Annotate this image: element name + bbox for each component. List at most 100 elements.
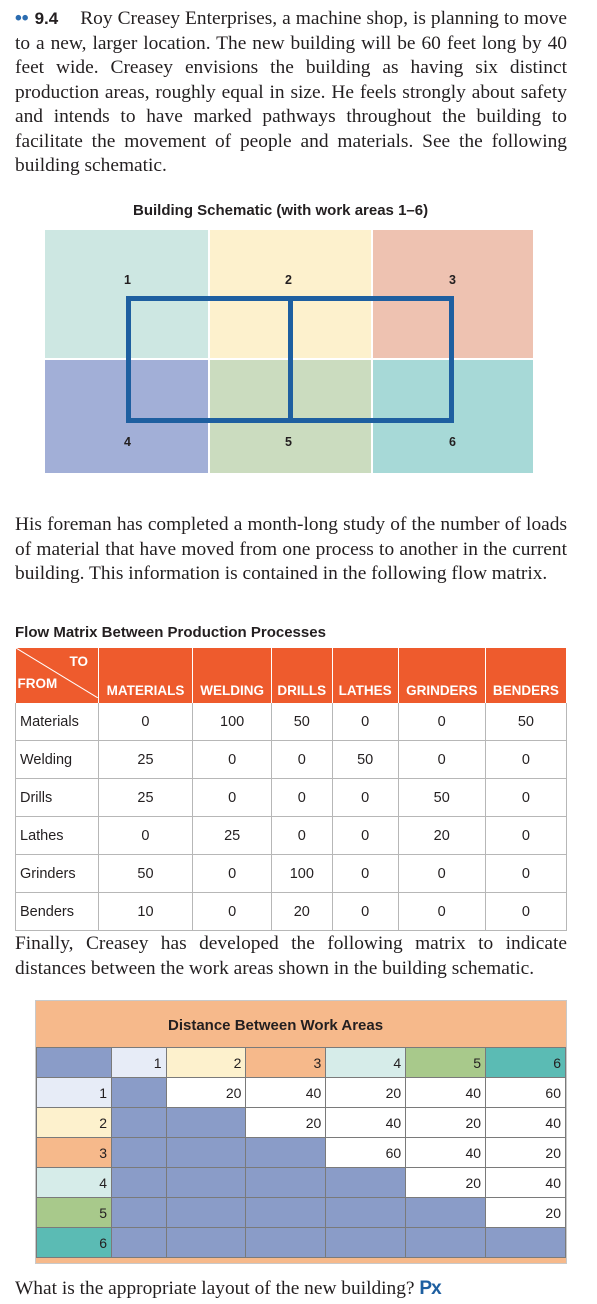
row-header: Grinders xyxy=(15,854,99,893)
distance-cell xyxy=(165,1197,247,1228)
flow-cell: 0 xyxy=(485,740,568,779)
table-row: 3 60 40 20 xyxy=(36,1137,566,1168)
from-label: FROM xyxy=(17,676,58,691)
distance-cell xyxy=(245,1137,327,1168)
table-row: 4 20 40 xyxy=(36,1167,566,1198)
table-row: Drills 25 0 0 0 50 0 xyxy=(15,778,568,817)
row-header: 4 xyxy=(36,1167,112,1198)
distance-paragraph: Finally, Creasey has developed the follo… xyxy=(15,933,567,979)
distance-cell xyxy=(111,1167,167,1198)
distance-cell xyxy=(165,1227,247,1258)
table-row: Welding 25 0 0 50 0 0 xyxy=(15,740,568,779)
problem-text: Roy Creasey Enterprises, a machine shop,… xyxy=(15,8,567,176)
distance-cell: 20 xyxy=(245,1107,327,1138)
flow-cell: 25 xyxy=(192,816,272,855)
flow-cell: 50 xyxy=(398,778,486,817)
distance-cell xyxy=(111,1077,167,1108)
flow-cell: 0 xyxy=(398,740,486,779)
distance-matrix-caption: Distance Between Work Areas xyxy=(168,1017,384,1034)
table-row: 1 20 40 20 40 60 xyxy=(36,1077,566,1108)
distance-cell xyxy=(165,1167,247,1198)
column-header: 4 xyxy=(325,1047,407,1078)
flow-cell: 50 xyxy=(485,703,568,741)
area-label: 5 xyxy=(285,435,292,449)
area-label: 6 xyxy=(449,435,456,449)
flow-cell: 100 xyxy=(271,854,333,893)
distance-cell: 20 xyxy=(485,1197,566,1228)
distance-cell: 20 xyxy=(165,1077,247,1108)
row-header: Benders xyxy=(15,892,99,931)
flow-cell: 20 xyxy=(271,892,333,931)
question: What is the appropriate layout of the ne… xyxy=(15,1277,442,1302)
column-header: 1 xyxy=(111,1047,167,1078)
flow-cell: 0 xyxy=(332,816,399,855)
flow-cell: 0 xyxy=(332,778,399,817)
distance-cell xyxy=(405,1227,487,1258)
flow-cell: 0 xyxy=(485,778,568,817)
building-schematic: 1 2 3 4 5 6 xyxy=(44,229,534,474)
flow-cell: 0 xyxy=(271,816,333,855)
column-header: WELDING xyxy=(192,648,272,703)
to-label: TO xyxy=(69,654,89,669)
distance-cell: 20 xyxy=(405,1167,487,1198)
flow-cell: 0 xyxy=(332,854,399,893)
distance-cell xyxy=(325,1197,407,1228)
distance-cell xyxy=(405,1197,487,1228)
distance-cell xyxy=(245,1167,327,1198)
column-header: 5 xyxy=(405,1047,487,1078)
flow-cell: 0 xyxy=(398,854,486,893)
flow-matrix: TO FROM MATERIALS WELDING DRILLS LATHES … xyxy=(15,648,568,931)
flow-cell: 0 xyxy=(485,816,568,855)
distance-cell xyxy=(245,1197,327,1228)
distance-matrix: 1 2 3 4 5 6 1 20 40 20 40 60 2 20 40 20 … xyxy=(36,1047,566,1258)
column-header: 3 xyxy=(245,1047,327,1078)
flow-cell: 0 xyxy=(398,703,486,741)
flow-cell: 25 xyxy=(98,778,194,817)
question-text: What is the appropriate layout of the ne… xyxy=(15,1278,415,1299)
flow-cell: 0 xyxy=(485,854,568,893)
row-header: 1 xyxy=(36,1077,112,1108)
flow-cell: 0 xyxy=(192,854,272,893)
area-label: 2 xyxy=(285,273,292,287)
flow-cell: 25 xyxy=(98,740,194,779)
table-row: 6 xyxy=(36,1227,566,1258)
column-header: 2 xyxy=(165,1047,247,1078)
flow-cell: 0 xyxy=(485,892,568,931)
flow-cell: 0 xyxy=(332,703,399,741)
table-row: 1 2 3 4 5 6 xyxy=(36,1047,566,1078)
table-row: Grinders 50 0 100 0 0 0 xyxy=(15,854,568,893)
distance-cell: 40 xyxy=(245,1077,327,1108)
distance-cell xyxy=(165,1107,247,1138)
distance-cell xyxy=(111,1197,167,1228)
distance-cell xyxy=(245,1227,327,1258)
diagonal-divider xyxy=(15,648,98,698)
row-header: 6 xyxy=(36,1227,112,1258)
flow-cell: 0 xyxy=(98,703,194,741)
flow-cell: 0 xyxy=(192,778,272,817)
flow-cell: 0 xyxy=(332,892,399,931)
row-header: 5 xyxy=(36,1197,112,1228)
flow-matrix-caption: Flow Matrix Between Production Processes xyxy=(15,624,326,641)
flow-cell: 10 xyxy=(98,892,194,931)
row-header: Lathes xyxy=(15,816,99,855)
area-label: 3 xyxy=(449,273,456,287)
px-logo[interactable]: Px xyxy=(419,1278,441,1299)
problem-statement: •• 9.4 Roy Creasey Enterprises, a machine … xyxy=(15,6,567,179)
corner-header: TO FROM xyxy=(15,648,99,703)
distance-cell: 40 xyxy=(485,1107,566,1138)
marked-pathway-divider xyxy=(288,296,293,423)
distance-matrix-panel: Distance Between Work Areas 1 2 3 4 5 6 … xyxy=(35,1000,567,1264)
column-header: LATHES xyxy=(332,648,399,703)
flow-cell: 0 xyxy=(271,778,333,817)
distance-cell xyxy=(111,1227,167,1258)
column-header: GRINDERS xyxy=(398,648,486,703)
distance-cell: 20 xyxy=(325,1077,407,1108)
table-row: Benders 10 0 20 0 0 0 xyxy=(15,892,568,931)
problem-number: 9.4 xyxy=(34,9,59,28)
distance-cell: 40 xyxy=(405,1077,487,1108)
distance-cell: 20 xyxy=(405,1107,487,1138)
row-header: 2 xyxy=(36,1107,112,1138)
row-header: Materials xyxy=(15,703,99,741)
flow-cell: 0 xyxy=(271,740,333,779)
flow-cell: 0 xyxy=(192,740,272,779)
